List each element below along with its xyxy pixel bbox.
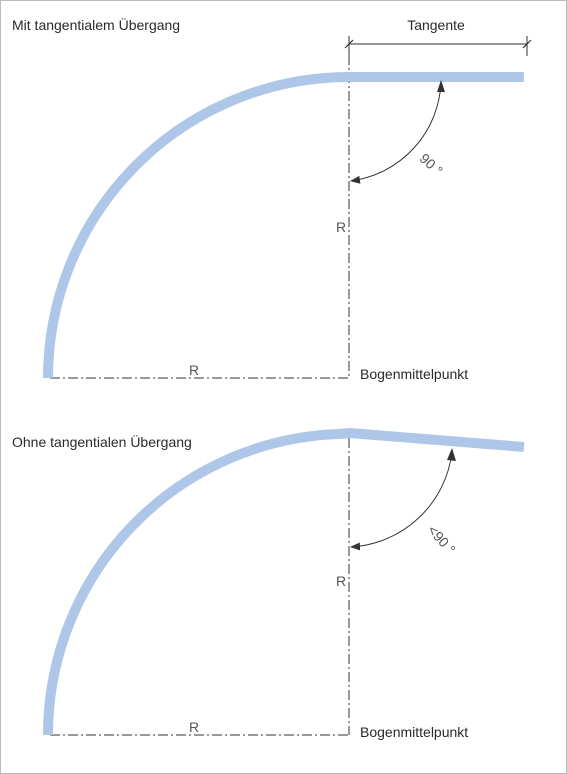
radius-label-horizontal-top: R — [189, 362, 199, 378]
center-label-bottom: Bogenmittelpunkt — [360, 724, 468, 740]
tangent-label: Tangente — [407, 17, 465, 33]
tangent-tick-right — [522, 39, 532, 49]
panel-title-non-tangential: Ohne tangentialen Übergang — [12, 433, 192, 450]
pipe-bend-non-tangential — [43, 428, 525, 736]
angle-label-top: 90 ° — [417, 150, 446, 179]
radius-label-vertical-top: R — [336, 219, 346, 235]
radius-label-horizontal-bottom: R — [189, 719, 199, 735]
angle-label-bottom: <90 ° — [425, 522, 459, 557]
angle-arrow-top-start — [437, 80, 445, 92]
radius-label-vertical-bottom: R — [336, 573, 346, 589]
panel-tangential: Mit tangentialem Übergang Tangente 90 ° … — [12, 16, 532, 382]
tangent-tick-left — [344, 39, 354, 49]
panel-title-tangential: Mit tangentialem Übergang — [12, 16, 180, 33]
panel-non-tangential: Ohne tangentialen Übergang <90 ° R R Bog… — [12, 428, 525, 740]
pipe-bend-tangential — [43, 72, 524, 379]
center-label-top: Bogenmittelpunkt — [360, 366, 468, 382]
angle-arc-top — [350, 81, 442, 184]
angle-arc-bottom — [350, 451, 453, 551]
angle-arrow-bottom-start — [447, 448, 456, 461]
